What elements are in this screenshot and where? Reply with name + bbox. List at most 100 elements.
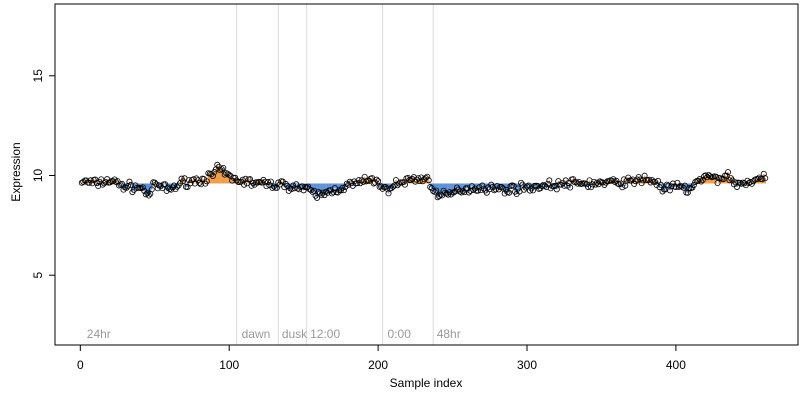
data-point	[480, 185, 487, 192]
x-tick-label: 300	[517, 358, 537, 372]
data-point	[308, 187, 315, 194]
data-point	[314, 194, 321, 201]
vertical-markers	[236, 4, 434, 345]
data-point	[273, 184, 280, 191]
data-point	[474, 187, 481, 194]
data-point	[264, 179, 271, 186]
data-point	[209, 172, 216, 179]
annotation-4: 0:00	[388, 327, 412, 341]
data-point	[443, 190, 450, 197]
data-point	[470, 186, 477, 193]
data-point	[226, 171, 233, 178]
data-point	[309, 188, 316, 195]
data-point	[197, 181, 204, 188]
data-point	[203, 178, 210, 185]
data-point	[123, 184, 130, 191]
data-point	[592, 181, 599, 188]
data-point	[431, 189, 438, 196]
data-point	[452, 188, 459, 195]
data-points	[78, 161, 769, 201]
data-point	[628, 177, 635, 184]
data-point	[299, 183, 306, 190]
data-point	[418, 174, 425, 181]
data-point	[303, 184, 310, 191]
data-point	[451, 189, 458, 196]
data-point	[428, 185, 435, 192]
x-tick-label: 400	[666, 358, 686, 372]
data-point	[412, 178, 419, 185]
data-point	[357, 180, 364, 187]
data-point	[733, 183, 740, 190]
data-point	[465, 189, 472, 196]
data-point	[561, 182, 568, 189]
data-point	[666, 187, 673, 194]
data-point	[585, 183, 592, 190]
data-point	[593, 179, 600, 186]
data-point	[574, 180, 581, 187]
data-point	[547, 185, 554, 192]
data-point	[163, 187, 170, 194]
data-point	[387, 185, 394, 192]
data-point	[483, 189, 490, 196]
data-point	[433, 187, 440, 194]
data-point	[114, 178, 121, 185]
data-point	[553, 186, 560, 193]
data-point	[186, 177, 193, 184]
data-point	[119, 180, 126, 187]
data-point	[538, 183, 545, 190]
data-point	[269, 184, 276, 191]
data-point	[576, 179, 583, 186]
data-point	[489, 184, 496, 191]
data-point	[145, 192, 152, 199]
data-point	[139, 184, 146, 191]
data-point	[567, 184, 574, 191]
data-point	[754, 175, 761, 182]
data-point	[427, 183, 434, 190]
data-point	[93, 179, 100, 186]
data-point	[218, 166, 225, 173]
data-point	[448, 191, 455, 198]
data-point	[154, 185, 161, 192]
data-point	[346, 178, 353, 185]
data-point	[501, 190, 508, 197]
annotation-3: 12:00	[310, 327, 340, 341]
data-point	[491, 187, 498, 194]
data-point	[221, 171, 228, 178]
annotation-0: 24hr	[87, 327, 111, 341]
x-tick-label: 100	[219, 358, 239, 372]
data-point	[669, 180, 676, 187]
data-point	[171, 182, 178, 189]
data-point	[436, 193, 443, 200]
data-point	[552, 182, 559, 189]
data-point	[479, 182, 486, 189]
data-point	[363, 178, 370, 185]
data-point	[415, 175, 422, 182]
data-point	[241, 181, 248, 188]
data-point	[147, 190, 154, 197]
data-point	[87, 177, 94, 184]
data-point	[238, 178, 245, 185]
data-point	[113, 178, 120, 185]
data-point	[379, 185, 386, 192]
data-point	[430, 187, 437, 194]
data-point	[760, 170, 767, 177]
data-point	[261, 178, 268, 185]
data-point	[425, 177, 432, 184]
data-point	[641, 172, 648, 179]
data-point	[345, 181, 352, 188]
data-point	[291, 185, 298, 192]
data-point	[736, 179, 743, 186]
x-tick-label: 200	[368, 358, 388, 372]
data-point	[707, 173, 714, 180]
data-point	[270, 183, 277, 190]
data-point	[127, 181, 134, 188]
x-tick-label: 0	[77, 358, 84, 372]
data-point	[424, 173, 431, 180]
data-point	[373, 176, 380, 183]
annotation-2: dusk	[282, 327, 308, 341]
data-point	[330, 189, 337, 196]
data-point	[208, 171, 215, 178]
data-point	[244, 180, 251, 187]
data-point	[162, 181, 169, 188]
